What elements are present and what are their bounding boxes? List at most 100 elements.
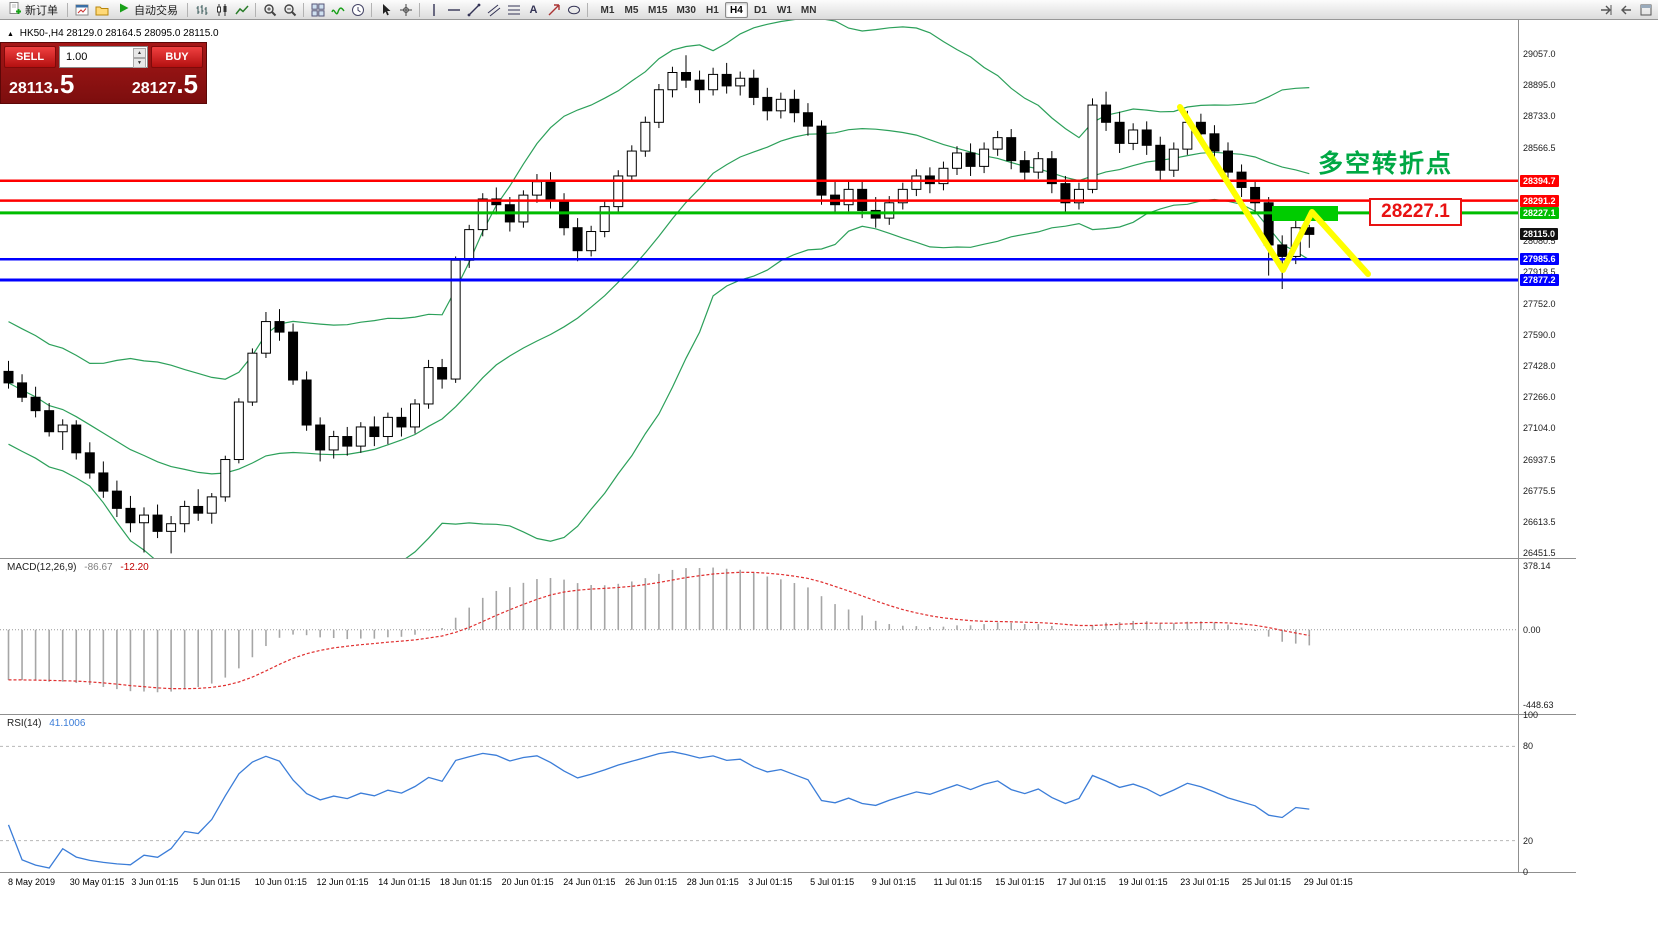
rsi-axis-label: 80 bbox=[1523, 741, 1534, 751]
toolbar-separator bbox=[303, 2, 304, 17]
timeframe-d1[interactable]: D1 bbox=[754, 4, 767, 16]
timeframe-h1[interactable]: H1 bbox=[706, 4, 719, 16]
price-callout-box[interactable]: 28227.1 bbox=[1369, 198, 1462, 226]
main-chart-pane[interactable]: ▲ HK50-,H4 28129.0 28164.5 28095.0 28115… bbox=[0, 20, 1518, 558]
rsi-axis-label: 20 bbox=[1523, 836, 1534, 846]
horizontal-line-tool-icon[interactable] bbox=[444, 1, 463, 18]
vertical-line-tool-icon[interactable] bbox=[424, 1, 443, 18]
profiles-icon[interactable] bbox=[92, 1, 111, 18]
volume-down-icon[interactable]: ▼ bbox=[133, 58, 146, 68]
current-price-badge: 28115.0 bbox=[1520, 228, 1559, 240]
price-tick-label: 28080.5 bbox=[1523, 236, 1556, 246]
docking-icon[interactable] bbox=[1636, 1, 1655, 18]
macd-axis-label: -448.63 bbox=[1523, 700, 1554, 710]
timeframe-w1[interactable]: W1 bbox=[776, 4, 792, 16]
bar-chart-icon[interactable] bbox=[192, 1, 211, 18]
date-label: 17 Jul 01:15 bbox=[1056, 877, 1106, 887]
rsi-axis-label: 100 bbox=[1523, 710, 1539, 720]
price-tick-label: 28733.0 bbox=[1523, 111, 1556, 121]
main-toolbar: 新订单 自动交易 A M1 M5 M15 M30 H1 H4 D1 W1 MN bbox=[0, 0, 1658, 20]
timeframe-h4[interactable]: H4 bbox=[724, 1, 748, 18]
timeframe-m5[interactable]: M5 bbox=[624, 4, 639, 16]
shapes-tool-icon[interactable] bbox=[564, 1, 583, 18]
main-chart-canvas[interactable] bbox=[0, 20, 1518, 558]
price-tick-label: 29057.0 bbox=[1523, 49, 1556, 59]
arrows-tool-icon[interactable] bbox=[544, 1, 563, 18]
volume-up-icon[interactable]: ▲ bbox=[133, 48, 146, 58]
timeframe-m15[interactable]: M15 bbox=[648, 4, 668, 16]
chart-ohlc-info: ▲ HK50-,H4 28129.0 28164.5 28095.0 28115… bbox=[7, 28, 219, 39]
timeframe-group: M1 M5 M15 M30 H1 H4 D1 W1 MN bbox=[596, 1, 820, 18]
price-tick-label: 26937.5 bbox=[1523, 455, 1556, 465]
ask-price: 28127.5 bbox=[131, 69, 198, 99]
zoom-out-icon[interactable] bbox=[280, 1, 299, 18]
buy-button[interactable]: BUY bbox=[151, 46, 203, 68]
pane-separator bbox=[0, 872, 1576, 873]
line-chart-icon[interactable] bbox=[232, 1, 251, 18]
rsi-pane[interactable]: RSI(14) 41.1006 bbox=[0, 715, 1518, 872]
cursor-icon[interactable] bbox=[376, 1, 395, 18]
date-label: 9 Jul 01:15 bbox=[871, 877, 916, 887]
clock-icon[interactable] bbox=[348, 1, 367, 18]
sell-button[interactable]: SELL bbox=[4, 46, 56, 68]
text-tool-icon[interactable]: A bbox=[529, 3, 538, 16]
macd-axis-label: 0.00 bbox=[1523, 625, 1541, 635]
time-axis[interactable]: 8 May 2019 30 May 01:15 3 Jun 01:15 5 Jun 0… bbox=[0, 873, 1518, 893]
macd-canvas[interactable] bbox=[0, 559, 1518, 714]
autotrading-play-icon bbox=[117, 1, 131, 18]
date-label: 3 Jun 01:15 bbox=[131, 877, 179, 887]
date-label: 29 Jul 01:15 bbox=[1303, 877, 1353, 887]
volume-field[interactable]: 1.00 ▲ ▼ bbox=[59, 46, 148, 68]
crosshair-icon[interactable] bbox=[396, 1, 415, 18]
price-tick-label: 27266.0 bbox=[1523, 392, 1556, 402]
timeframe-m30[interactable]: M30 bbox=[676, 4, 696, 16]
rsi-canvas[interactable] bbox=[0, 715, 1518, 872]
date-label: 3 Jul 01:15 bbox=[748, 877, 793, 887]
timeframe-m1[interactable]: M1 bbox=[600, 4, 615, 16]
fibonacci-tool-icon[interactable] bbox=[504, 1, 523, 18]
pane-separator[interactable] bbox=[0, 714, 1576, 715]
date-label: 18 Jun 01:15 bbox=[439, 877, 492, 887]
date-label: 8 May 2019 bbox=[8, 877, 56, 887]
macd-pane[interactable]: MACD(12,26,9) -86.67 -12.20 bbox=[0, 559, 1518, 714]
price-tick-label: 27590.0 bbox=[1523, 330, 1556, 340]
auto-scroll-icon[interactable] bbox=[1616, 1, 1635, 18]
price-tick-label: 27752.0 bbox=[1523, 299, 1556, 309]
price-line-badge: 28227.1 bbox=[1520, 207, 1559, 219]
channel-tool-icon[interactable] bbox=[484, 1, 503, 18]
price-axis[interactable]: 29057.0 28895.0 28733.0 28566.5 28080.5 27918… bbox=[1519, 20, 1576, 893]
toolbar-separator bbox=[67, 2, 68, 17]
volume-stepper[interactable]: ▲ ▼ bbox=[133, 48, 146, 68]
date-label: 5 Jul 01:15 bbox=[810, 877, 855, 887]
new-order-icon bbox=[8, 1, 22, 18]
timeframe-mn[interactable]: MN bbox=[800, 4, 817, 16]
price-tick-label: 28895.0 bbox=[1523, 80, 1556, 90]
autotrading-button[interactable]: 自动交易 bbox=[112, 1, 183, 18]
trendline-tool-icon[interactable] bbox=[464, 1, 483, 18]
toolbar-separator bbox=[587, 2, 588, 17]
macd-axis-label: 378.14 bbox=[1523, 561, 1551, 571]
price-line-badge: 28291.2 bbox=[1520, 195, 1559, 207]
right-margin bbox=[1576, 20, 1658, 893]
zoom-in-icon[interactable] bbox=[260, 1, 279, 18]
price-line-badge: 28394.7 bbox=[1520, 175, 1559, 187]
date-label: 26 Jun 01:15 bbox=[625, 877, 678, 887]
rsi-axis-label: 0 bbox=[1523, 867, 1529, 877]
new-order-button[interactable]: 新订单 bbox=[3, 1, 63, 18]
indicators-icon[interactable] bbox=[328, 1, 347, 18]
chart-shift-icon[interactable] bbox=[1596, 1, 1615, 18]
annotation-text[interactable]: 多空转折点 bbox=[1318, 150, 1454, 178]
bid-price: 28113.5 bbox=[9, 69, 75, 99]
price-line-badge: 27985.6 bbox=[1520, 253, 1559, 265]
one-click-trading-panel: SELL 1.00 ▲ ▼ BUY 28113.5 28127.5 bbox=[0, 42, 207, 104]
macd-indicator-label: MACD(12,26,9) -86.67 -12.20 bbox=[7, 562, 149, 573]
candlestick-chart-icon[interactable] bbox=[212, 1, 231, 18]
pane-separator[interactable] bbox=[0, 558, 1576, 559]
date-label: 14 Jun 01:15 bbox=[378, 877, 431, 887]
chart-window-icon[interactable] bbox=[72, 1, 91, 18]
tile-windows-icon[interactable] bbox=[308, 1, 327, 18]
date-label: 20 Jun 01:15 bbox=[501, 877, 554, 887]
chart-begin-marker: ▲ bbox=[7, 31, 14, 38]
date-label: 24 Jun 01:15 bbox=[563, 877, 616, 887]
date-label: 15 Jul 01:15 bbox=[995, 877, 1045, 887]
